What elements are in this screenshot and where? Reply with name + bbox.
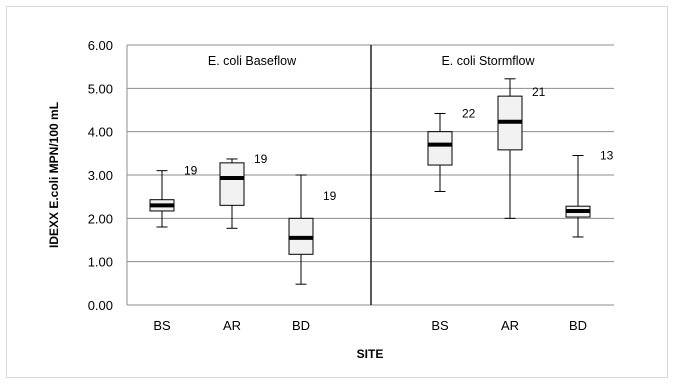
y-tick-label-3: 3.00: [88, 168, 113, 183]
x-tick-label-0-0: BS: [153, 318, 171, 333]
box-marks: [149, 45, 591, 305]
y-tick-label-6: 6.00: [88, 38, 113, 53]
gridlines: [126, 44, 614, 306]
chart-frame: [6, 6, 668, 378]
y-tick-label-5: 5.00: [88, 81, 113, 96]
y-tick-label-4: 4.00: [88, 125, 113, 140]
y-tick-label-1: 1.00: [88, 255, 113, 270]
y-axis-title: IDEXX E.coli MPN/100 mL: [47, 102, 61, 248]
panel-label-0: E. coli Baseflow: [208, 54, 297, 68]
panel-label-box-1: [419, 49, 557, 71]
x-tick-label-1-2: BD: [569, 318, 587, 333]
x-axis-title: SITE: [357, 347, 384, 361]
count-label-0-1: 19: [254, 152, 268, 166]
x-tick-label-0-2: BD: [292, 318, 310, 333]
panel-label-box-0: [183, 49, 321, 71]
y-tick-label-0: 0.00: [88, 298, 113, 313]
box-0-1: [219, 162, 245, 206]
x-tick-label-1-1: AR: [501, 318, 519, 333]
x-tick-label-0-1: AR: [223, 318, 241, 333]
count-label-0-2: 19: [323, 189, 337, 203]
panel-label-1: E. coli Stormflow: [441, 54, 535, 68]
count-label-0-0: 19: [184, 164, 198, 178]
box-1-0: [427, 131, 453, 166]
y-tick-label-2: 2.00: [88, 211, 113, 226]
x-tick-label-1-0: BS: [431, 318, 449, 333]
chart-text: 0.00 1.00 2.00 3.00 4.00 5.00 6.00 E. coli Base…: [47, 38, 614, 361]
count-label-1-0: 22: [462, 106, 476, 120]
count-label-1-1: 21: [532, 85, 546, 99]
count-label-1-2: 13: [600, 149, 614, 163]
